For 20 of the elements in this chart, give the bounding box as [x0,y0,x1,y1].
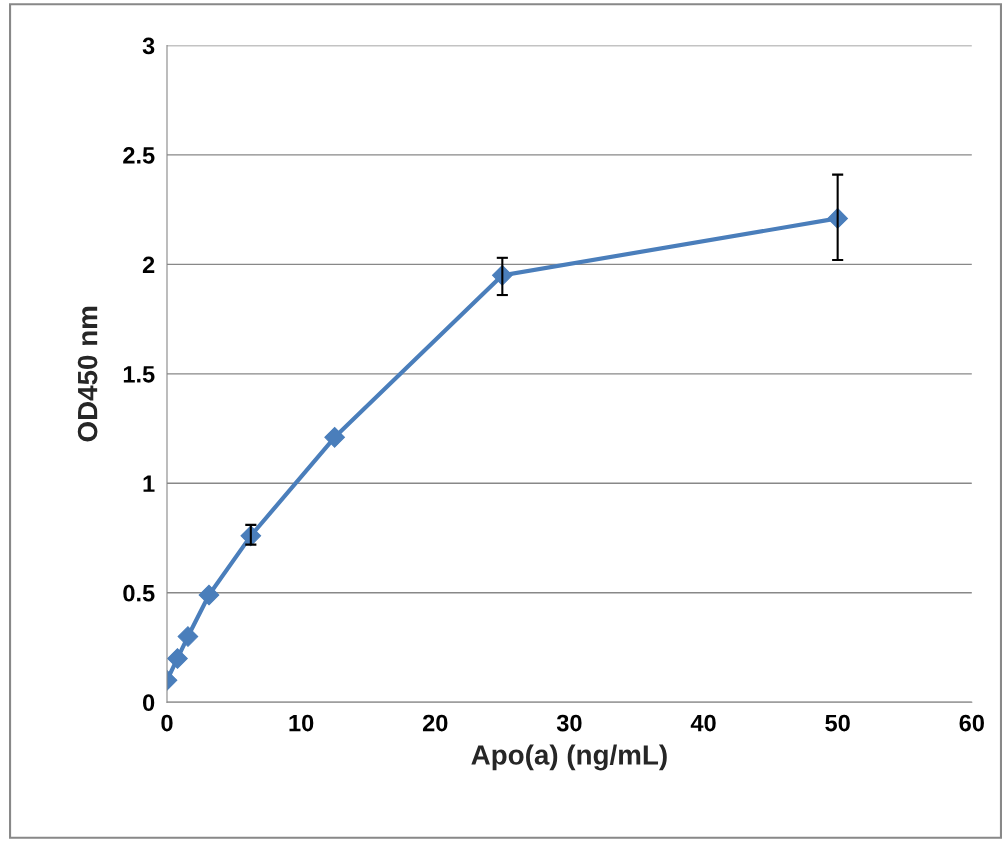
y-tick-label: 2 [142,256,155,273]
x-tick-label: 20 [422,714,448,732]
y-axis-title: OD450 nm [77,306,98,442]
x-tick-label: 60 [959,714,984,732]
y-tick-label: 3 [142,37,155,55]
x-tick-label: 0 [161,714,173,732]
point [177,626,199,647]
point [324,426,345,448]
x-tick-label: 30 [556,714,582,732]
y-tick-label: 0.5 [123,584,155,602]
x-axis-title: Apo(a) (ng/mL) [471,744,667,771]
y-tick-label: 0 [142,694,155,712]
y-tick-label: 1.5 [123,366,155,383]
x-tick-label: 50 [825,714,850,732]
x-tick-label: 10 [289,714,314,732]
y-tick-label: 1 [143,475,155,492]
point [198,584,220,606]
point [167,648,188,669]
x-tick-label: 40 [690,714,716,732]
y-tick-label: 2.5 [123,147,155,164]
